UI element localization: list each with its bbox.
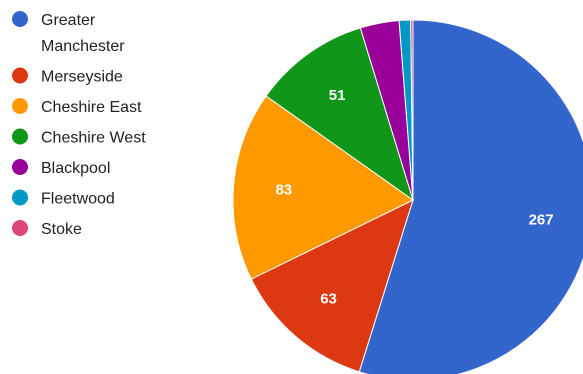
legend-label-merseyside: Merseyside [41, 69, 123, 86]
legend-item-fleetwood: Fleetwood [12, 189, 115, 208]
legend-label-fleetwood: Fleetwood [41, 191, 115, 208]
legend-label-stoke: Stoke [41, 221, 82, 238]
legend-swatch-cheshire-west [12, 128, 28, 145]
slice-value-label-merseyside: 63 [320, 290, 337, 307]
pie-slice-cheshire-west[interactable] [265, 27, 414, 202]
legend-item-cheshire-east: Cheshire East [12, 98, 142, 116]
legend-swatch-blackpool [12, 159, 28, 175]
pie-slice-stoke[interactable] [410, 19, 414, 201]
legend-swatch-cheshire-east [12, 98, 28, 114]
legend-swatch-merseyside [12, 67, 28, 84]
legend-swatch-stoke [12, 220, 28, 236]
legend-swatch-fleetwood [12, 189, 28, 206]
slice-labels: 267 63 83 51 [275, 87, 553, 307]
pie-slice-cheshire-east[interactable] [232, 95, 414, 280]
slice-value-label-cheshire-west: 51 [329, 87, 346, 104]
slice-value-label-cheshire-east: 83 [275, 182, 292, 199]
legend-item-merseyside: Merseyside [12, 67, 123, 86]
pie-slices [232, 19, 583, 374]
legend-label-greater-manchester: Greater Manchester [41, 12, 125, 55]
legend-item-blackpool: Blackpool [12, 159, 110, 177]
legend-item-cheshire-west: Cheshire West [12, 128, 146, 147]
legend-swatch-greater-manchester [12, 11, 28, 27]
slice-value-label-greater-manchester: 267 [529, 212, 554, 229]
pie-slice-merseyside[interactable] [250, 199, 414, 373]
legend-label-cheshire-east: Cheshire East [41, 99, 142, 116]
pie-slice-greater-manchester[interactable] [358, 19, 583, 374]
legend-label-blackpool: Blackpool [41, 160, 110, 177]
legend-item-greater-manchester: Greater Manchester [12, 11, 125, 55]
legend-label-cheshire-west: Cheshire West [41, 130, 146, 147]
legend-item-stoke: Stoke [12, 220, 82, 238]
chart-legend: Greater Manchester Merseyside Cheshire East… [12, 11, 146, 238]
